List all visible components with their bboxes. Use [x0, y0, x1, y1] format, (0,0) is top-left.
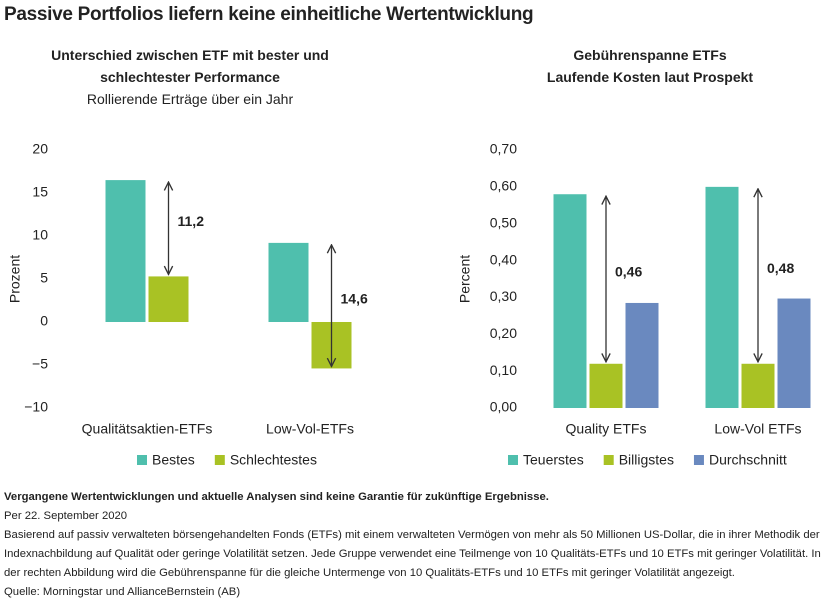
chart-subtitle: Rollierende Erträge über ein Jahr: [86, 91, 294, 107]
source: Quelle: Morningstar und AllianceBernstei…: [4, 586, 241, 598]
chart-subtitle: Laufende Kosten laut Prospekt: [546, 69, 754, 85]
y-tick-label: 0,30: [490, 288, 517, 304]
spread-label: 0,46: [615, 264, 642, 280]
bar: [589, 363, 623, 408]
date: Per 22. September 2020: [4, 510, 128, 522]
chart-title: Unterschied zwischen ETF mit bester und …: [51, 47, 329, 85]
bar: [105, 180, 146, 322]
spread-label: 11,2: [178, 213, 205, 229]
y-tick-label: 15: [32, 184, 48, 200]
x-tick-label: Qualitätsaktien-ETFs: [82, 421, 213, 437]
legend-label: Bestes: [152, 452, 195, 468]
y-tick-label: 0,50: [490, 214, 517, 230]
bar: [148, 276, 189, 322]
footer: Vergangene Wertentwicklungen und aktuell…: [4, 488, 838, 602]
y-tick-label: −10: [24, 399, 48, 415]
y-tick-label: −5: [32, 356, 48, 372]
legend-label: Schlechtestes: [230, 452, 317, 468]
y-tick-label: 20: [32, 141, 48, 157]
bar: [777, 298, 811, 408]
y-axis-label: Percent: [457, 255, 473, 303]
legend-label: Teuerstes: [523, 452, 584, 468]
bar: [741, 363, 775, 408]
y-tick-label: 0,70: [490, 141, 517, 157]
legend-label: Durchschnitt: [709, 452, 787, 468]
y-tick-label: 0,40: [490, 251, 517, 267]
x-tick-label: Low-Vol ETFs: [714, 421, 801, 437]
bar: [268, 242, 309, 322]
legend-swatch: [508, 455, 518, 465]
x-tick-label: Quality ETFs: [566, 421, 647, 437]
bar: [625, 302, 659, 408]
y-tick-label: 0,60: [490, 178, 517, 194]
spread-label: 14,6: [341, 290, 368, 306]
legend-swatch: [214, 455, 225, 465]
legend-swatch: [693, 455, 704, 465]
chart-title: Gebührenspanne ETFs: [573, 47, 727, 63]
legend-label: Billigstes: [619, 452, 674, 468]
legend-swatch: [137, 455, 147, 465]
disclaimer: Vergangene Wertentwicklungen und aktuell…: [4, 491, 549, 503]
bar: [705, 186, 739, 408]
bar: [553, 194, 587, 408]
y-tick-label: 0: [40, 313, 48, 329]
y-tick-label: 0,20: [490, 325, 517, 341]
y-axis-label: Prozent: [7, 255, 23, 303]
legend-swatch: [603, 455, 614, 465]
x-tick-label: Low-Vol-ETFs: [266, 421, 354, 437]
y-tick-label: 0,10: [490, 362, 517, 378]
y-tick-label: 10: [32, 227, 48, 243]
page-title: Passive Portfolios liefern keine einheit…: [4, 4, 534, 25]
spread-label: 0,48: [767, 260, 794, 276]
y-tick-label: 5: [40, 270, 48, 286]
note: Basierend auf passiv verwalteten börseng…: [4, 529, 821, 579]
y-tick-label: 0,00: [490, 399, 517, 415]
